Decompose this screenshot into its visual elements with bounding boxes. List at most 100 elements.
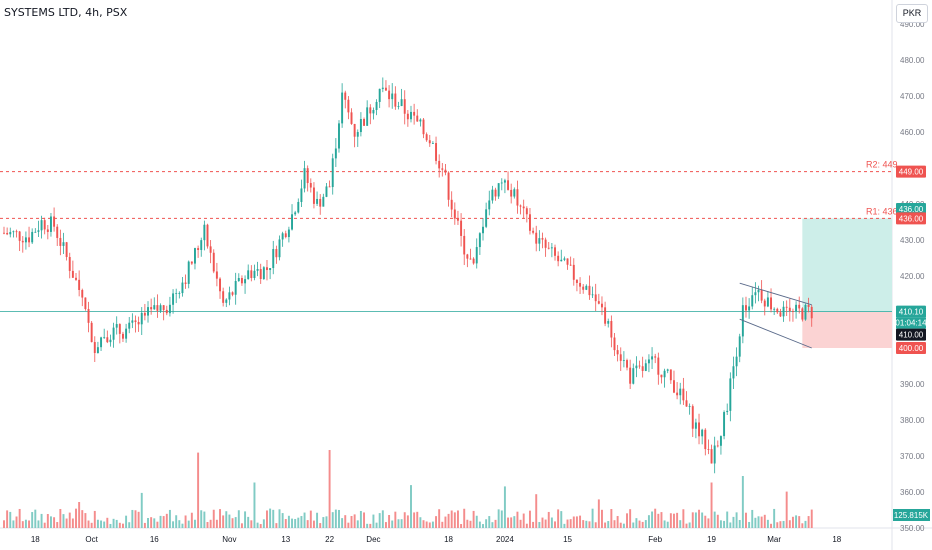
candle-body — [804, 304, 807, 320]
r2-price-badge-bg — [896, 165, 926, 178]
candle-body — [93, 342, 96, 354]
volume-bar — [519, 519, 522, 528]
candle-body — [206, 224, 209, 247]
volume-bar — [43, 522, 46, 528]
volume-bar — [353, 514, 356, 528]
volume-bar — [81, 510, 84, 528]
volume-bar — [96, 519, 99, 528]
volume-bar — [456, 510, 459, 528]
candle-body — [256, 269, 259, 271]
candle-body — [222, 291, 225, 303]
volume-bar — [244, 511, 247, 528]
volume-bar — [87, 520, 90, 528]
last-price-badge-bg — [896, 305, 926, 318]
candle-body — [71, 270, 74, 278]
volume-bar — [331, 512, 334, 528]
currency-selector[interactable]: PKR — [896, 4, 928, 23]
volume-bar — [601, 509, 603, 528]
volume-bar — [197, 452, 200, 528]
volume-bar — [219, 509, 221, 528]
volume-bar — [547, 511, 550, 528]
candle-body — [384, 87, 387, 91]
candle-body — [807, 304, 810, 307]
volume-bar — [657, 513, 660, 528]
candle-body — [626, 360, 628, 368]
volume-bar — [231, 518, 234, 528]
volume-bar — [147, 517, 149, 528]
volume-bar — [184, 515, 187, 528]
candle-body — [84, 297, 87, 310]
candle-body — [338, 123, 340, 149]
volume-bar — [134, 510, 137, 528]
candle-body — [297, 201, 300, 213]
r1-price-badge-bg — [896, 212, 926, 225]
volume-bar — [754, 517, 757, 528]
candle-body — [194, 248, 196, 264]
candle-body — [143, 312, 146, 316]
volume-bar — [594, 522, 597, 528]
volume-bar — [341, 518, 344, 528]
volume-bar — [34, 509, 37, 528]
volume-bar — [729, 522, 732, 528]
y-tick-label: 370.00 — [900, 452, 925, 461]
volume-bar — [785, 491, 788, 528]
candle-body — [685, 400, 688, 407]
volume-bar — [237, 510, 240, 528]
candle-body — [416, 115, 419, 122]
candle-body — [776, 308, 779, 313]
volume-bar — [751, 509, 754, 528]
candle-body — [46, 229, 49, 232]
volume-bar — [507, 517, 510, 528]
volume-bar — [316, 512, 319, 528]
candle-body — [463, 235, 466, 255]
volume-bar — [153, 518, 156, 528]
volume-bar — [460, 524, 463, 528]
volume-bar — [629, 509, 632, 528]
candle-body — [269, 268, 272, 271]
y-tick-label: 390.00 — [900, 380, 925, 389]
volume-bar — [791, 516, 794, 528]
y-tick-label: 360.00 — [900, 488, 925, 497]
candle-body — [431, 143, 434, 144]
volume-bar — [215, 519, 218, 528]
volume-bar — [691, 512, 694, 528]
volume-bar — [682, 509, 685, 528]
volume-bar — [28, 520, 31, 528]
candle-body — [253, 270, 256, 278]
volume-bar — [156, 521, 159, 528]
candle-body — [118, 324, 121, 334]
candle-body — [165, 309, 168, 314]
candle-body — [485, 209, 488, 227]
candle-body — [388, 90, 391, 100]
volume-bar — [372, 514, 375, 528]
volume-bar — [663, 520, 666, 528]
candle-body — [184, 282, 187, 284]
candle-body — [760, 289, 763, 301]
channel-upper-line — [739, 282, 812, 306]
candle-body — [791, 311, 794, 312]
candle-body — [96, 347, 99, 354]
candle-body — [785, 306, 788, 308]
candle-body — [15, 231, 18, 233]
volume-bar — [641, 521, 644, 528]
volume-bar — [569, 519, 572, 528]
candle-body — [131, 320, 134, 323]
candle-body — [378, 88, 381, 102]
resistance-label-1: R2: 449 — [866, 160, 898, 170]
candle-body — [215, 271, 218, 279]
volume-bar — [65, 518, 68, 528]
candle-body — [65, 242, 68, 258]
volume-bar — [475, 515, 478, 528]
candle-body — [106, 337, 109, 343]
volume-bar — [112, 518, 115, 528]
volume-bar — [550, 517, 553, 528]
candle-body — [597, 301, 600, 304]
candle-body — [81, 289, 84, 298]
y-tick-label: 490.00 — [900, 20, 925, 29]
volume-bar — [375, 522, 378, 528]
candle-body — [657, 357, 660, 375]
candle-body — [713, 445, 716, 464]
volume-bar — [78, 502, 81, 528]
volume-bar — [435, 516, 438, 528]
